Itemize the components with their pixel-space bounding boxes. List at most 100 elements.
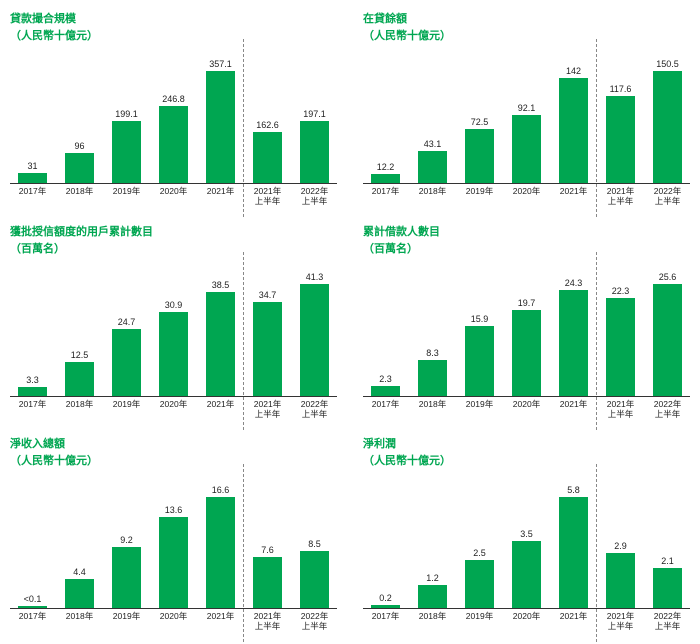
- bar: [418, 360, 448, 396]
- bar: [465, 129, 495, 183]
- bar-wrap: 1.2: [412, 472, 453, 608]
- bar-value-label: 5.8: [567, 485, 580, 495]
- bar-value-label: 8.3: [426, 348, 439, 358]
- plot-area: 12.243.172.592.1142117.6150.5: [363, 47, 690, 184]
- x-label: 2019年: [459, 400, 500, 420]
- bar-value-label: 197.1: [303, 109, 326, 119]
- bar-wrap: 2.5: [459, 472, 500, 608]
- chart-subtitle: （百萬名）: [363, 240, 690, 256]
- x-label: 2021年: [553, 187, 594, 207]
- bar-wrap: 96: [59, 47, 100, 183]
- plot-area: 0.21.22.53.55.82.92.1: [363, 472, 690, 609]
- bar-value-label: 2.3: [379, 374, 392, 384]
- bars-container: 0.21.22.53.55.82.92.1: [363, 472, 690, 608]
- chart-title: 淨利潤: [363, 437, 690, 452]
- x-label: 2021年: [553, 400, 594, 420]
- bar-wrap: 12.5: [59, 260, 100, 396]
- x-label: 2021年 上半年: [247, 612, 288, 632]
- bar-wrap: 2.3: [365, 260, 406, 396]
- bar-wrap: 34.7: [247, 260, 288, 396]
- bar-value-label: 30.9: [165, 300, 183, 310]
- x-label: 2021年: [553, 612, 594, 632]
- bars-container: 12.243.172.592.1142117.6150.5: [363, 47, 690, 183]
- bar-value-label: 96: [74, 141, 84, 151]
- bar: [253, 557, 283, 608]
- bar-wrap: 22.3: [600, 260, 641, 396]
- bar-value-label: <0.1: [24, 594, 42, 604]
- bar: [418, 151, 448, 183]
- x-label: 2021年: [200, 612, 241, 632]
- bar-value-label: 246.8: [162, 94, 185, 104]
- bar: [159, 106, 189, 183]
- bar: [159, 517, 189, 609]
- x-axis-labels: 2017年2018年2019年2020年2021年2021年 上半年2022年 …: [363, 612, 690, 632]
- chart-loan_balance: 在貸餘額（人民幣十億元）12.243.172.592.1142117.6150.…: [363, 12, 690, 207]
- bar: [371, 386, 401, 396]
- chart-subtitle: （百萬名）: [10, 240, 337, 256]
- bar-value-label: 43.1: [424, 139, 442, 149]
- bar-value-label: 2.5: [473, 548, 486, 558]
- bars-container: 2.38.315.919.724.322.325.6: [363, 260, 690, 396]
- bar-value-label: 12.5: [71, 350, 89, 360]
- bar-value-label: 41.3: [306, 272, 324, 282]
- bar-wrap: 9.2: [106, 472, 147, 608]
- chart-approved_users: 獲批授信額度的用戶累計數目（百萬名）3.312.524.730.938.534.…: [10, 225, 337, 420]
- bar-value-label: 16.6: [212, 485, 230, 495]
- bar-value-label: 15.9: [471, 314, 489, 324]
- x-label: 2021年 上半年: [600, 612, 641, 632]
- bar: [159, 312, 189, 396]
- x-label: 2019年: [106, 187, 147, 207]
- bar-wrap: 43.1: [412, 47, 453, 183]
- x-label: 2017年: [365, 400, 406, 420]
- bar: [65, 153, 95, 183]
- bar: [418, 585, 448, 608]
- plot-area: <0.14.49.213.616.67.68.5: [10, 472, 337, 609]
- x-label: 2019年: [459, 612, 500, 632]
- bar-wrap: 30.9: [153, 260, 194, 396]
- bar-value-label: 357.1: [209, 59, 232, 69]
- chart-title-block: 累計借款人數目（百萬名）: [363, 225, 690, 256]
- bar-wrap: 24.7: [106, 260, 147, 396]
- bar-value-label: 72.5: [471, 117, 489, 127]
- bar-value-label: 24.3: [565, 278, 583, 288]
- chart-borrowers: 累計借款人數目（百萬名）2.38.315.919.724.322.325.620…: [363, 225, 690, 420]
- bar: [559, 497, 589, 609]
- bar-value-label: 199.1: [115, 109, 138, 119]
- chart-title: 淨收入總額: [10, 437, 337, 452]
- bar-wrap: 3.3: [12, 260, 53, 396]
- bar: [653, 568, 683, 608]
- bar: [300, 284, 330, 396]
- bar-value-label: 3.3: [26, 375, 39, 385]
- bar: [65, 579, 95, 609]
- x-label: 2022年 上半年: [647, 612, 688, 632]
- bar-value-label: 9.2: [120, 535, 133, 545]
- x-label: 2018年: [412, 187, 453, 207]
- plot-area: 2.38.315.919.724.322.325.6: [363, 260, 690, 397]
- bar-wrap: 5.8: [553, 472, 594, 608]
- x-label: 2022年 上半年: [647, 400, 688, 420]
- bar: [206, 292, 236, 396]
- bar: [18, 173, 48, 183]
- bar: [559, 290, 589, 396]
- bar: [465, 560, 495, 608]
- bars-container: <0.14.49.213.616.67.68.5: [10, 472, 337, 608]
- bar-wrap: 15.9: [459, 260, 500, 396]
- bar-wrap: 7.6: [247, 472, 288, 608]
- bar-wrap: 117.6: [600, 47, 641, 183]
- chart-title: 累計借款人數目: [363, 225, 690, 240]
- x-label: 2020年: [153, 612, 194, 632]
- x-label: 2020年: [506, 187, 547, 207]
- bar: [112, 121, 142, 183]
- bar-value-label: 8.5: [308, 539, 321, 549]
- bar-value-label: 0.2: [379, 593, 392, 603]
- bar-wrap: 25.6: [647, 260, 688, 396]
- bar-wrap: 41.3: [294, 260, 335, 396]
- x-label: 2018年: [412, 612, 453, 632]
- chart-subtitle: （人民幣十億元）: [363, 27, 690, 43]
- x-label: 2018年: [59, 612, 100, 632]
- bar-wrap: 24.3: [553, 260, 594, 396]
- x-label: 2021年 上半年: [247, 187, 288, 207]
- bar-value-label: 117.6: [610, 84, 632, 94]
- x-label: 2017年: [365, 187, 406, 207]
- bar-wrap: 199.1: [106, 47, 147, 183]
